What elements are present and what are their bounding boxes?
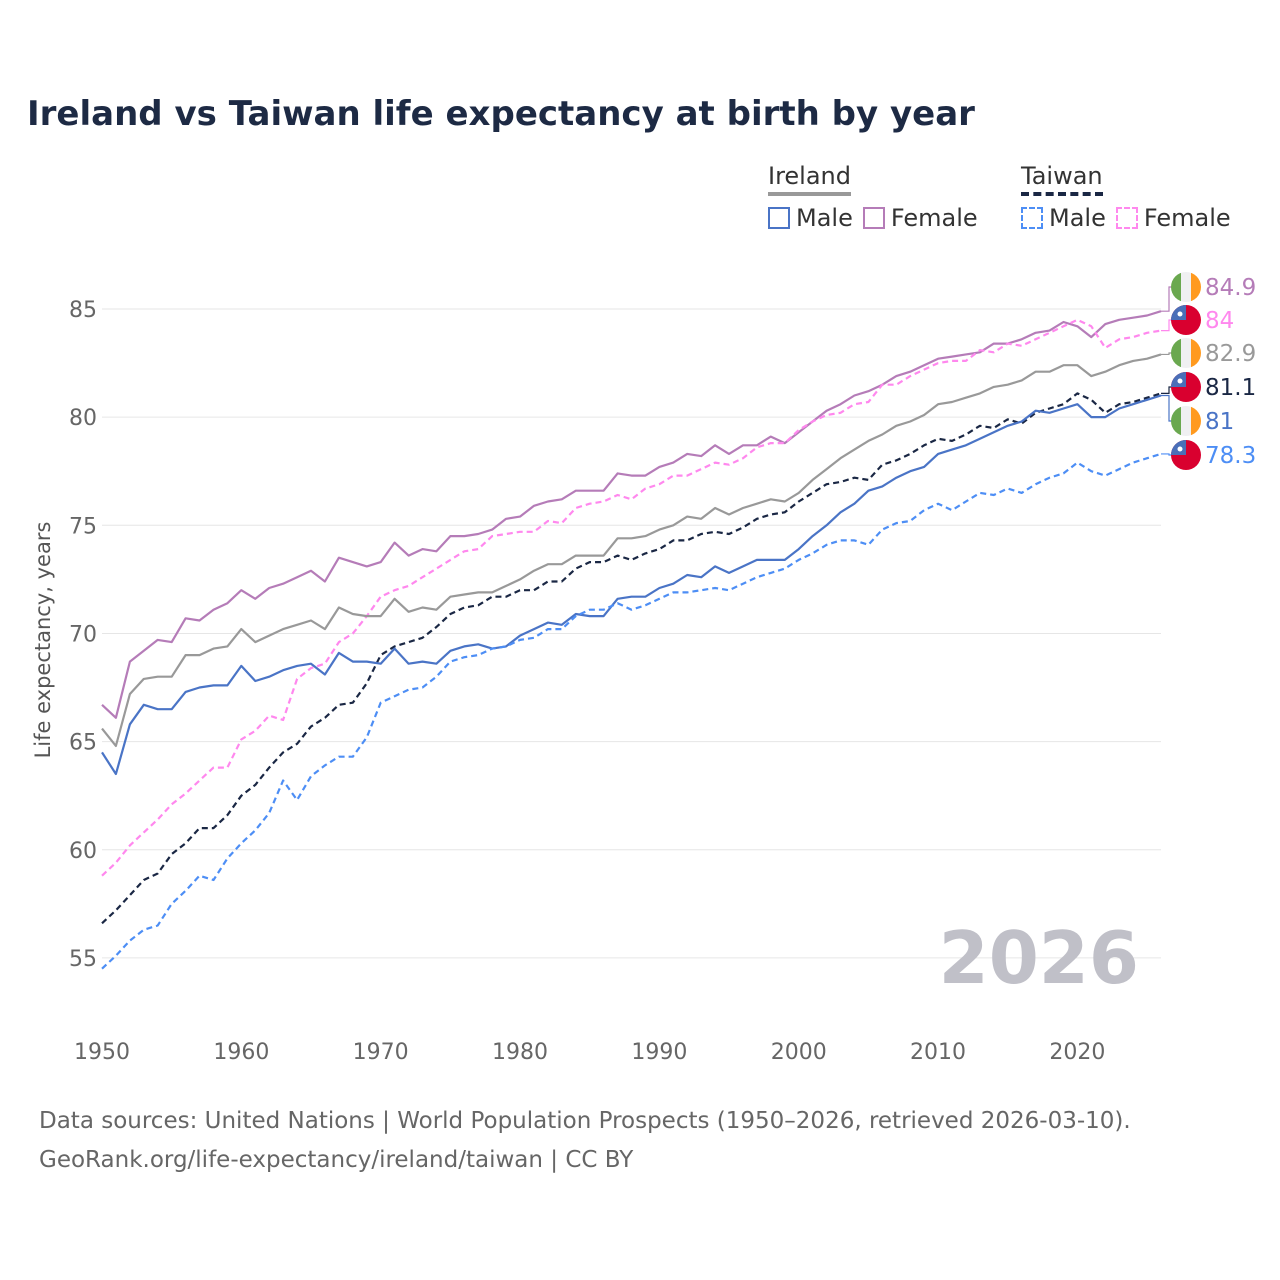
end-value-label: 84.9 xyxy=(1205,275,1256,301)
ireland-flag-icon xyxy=(1171,272,1181,302)
end-value-label: 82.9 xyxy=(1205,341,1256,367)
series-line-ireland-female xyxy=(101,310,1162,719)
end-value-label: 84 xyxy=(1205,308,1234,334)
y-tick-label: 85 xyxy=(69,298,97,323)
ireland-flag-icon xyxy=(1191,406,1201,436)
legend-ireland-male: Male xyxy=(768,204,853,232)
label-connector xyxy=(1161,286,1173,312)
x-tick-label: 2010 xyxy=(910,1040,966,1065)
ireland-flag-icon xyxy=(1181,272,1191,302)
y-tick-label: 55 xyxy=(69,947,97,972)
end-value-label: 81 xyxy=(1205,409,1234,435)
y-axis-label: Life expectancy, years xyxy=(31,522,55,759)
series-line-taiwan-male xyxy=(101,452,1162,970)
series-line-ireland xyxy=(101,353,1162,748)
legend-swatch xyxy=(1115,207,1138,229)
x-tick-label: 1960 xyxy=(213,1040,269,1065)
footer-link[interactable]: GeoRank.org/life-expectancy/ireland/taiw… xyxy=(39,1147,634,1173)
legend-label: Male xyxy=(796,204,853,232)
ireland-flag-icon xyxy=(1181,406,1191,436)
ireland-flag-icon xyxy=(1191,272,1201,302)
legend-swatch xyxy=(1021,207,1043,229)
x-tick-label: 2020 xyxy=(1049,1040,1105,1065)
legend-label: Female xyxy=(890,204,978,232)
x-tick-label: 1970 xyxy=(353,1040,409,1065)
footer-sources: Data sources: United Nations | World Pop… xyxy=(39,1108,1131,1134)
legend-swatch xyxy=(768,207,790,229)
label-connector xyxy=(1161,394,1173,422)
ireland-flag-icon xyxy=(1191,338,1201,368)
legend-group-title: Taiwan xyxy=(1021,162,1103,196)
taiwan-flag-sun-icon xyxy=(1177,446,1183,452)
series-line-ireland-male xyxy=(101,394,1162,776)
legend-swatch xyxy=(862,207,885,229)
ireland-flag-icon xyxy=(1171,406,1181,436)
y-tick-label: 65 xyxy=(69,731,97,756)
end-value-label: 81.1 xyxy=(1205,375,1256,401)
legend-ireland: Ireland Male Female xyxy=(768,162,978,232)
legend-taiwan: Taiwan Male Female xyxy=(1021,162,1231,232)
y-tick-label: 70 xyxy=(69,622,97,647)
legend-taiwan-female: Female xyxy=(1115,204,1231,232)
taiwan-flag-sun-icon xyxy=(1177,378,1183,384)
x-tick-label: 1950 xyxy=(74,1040,130,1065)
legend-taiwan-male: Male xyxy=(1021,204,1106,232)
ireland-flag-icon xyxy=(1171,338,1181,368)
ireland-flag-icon xyxy=(1181,338,1191,368)
legend-group-title: Ireland xyxy=(768,162,852,196)
taiwan-flag-sun-icon xyxy=(1177,311,1183,317)
x-tick-label: 1980 xyxy=(492,1040,548,1065)
y-tick-label: 60 xyxy=(69,839,97,864)
chart-title: Ireland vs Taiwan life expectancy at bir… xyxy=(27,94,975,134)
year-watermark: 2026 xyxy=(939,916,1139,1000)
y-tick-label: 75 xyxy=(69,514,97,539)
legend-label: Female xyxy=(1143,204,1231,232)
y-tick-label: 80 xyxy=(69,406,97,431)
legend-ireland-female: Female xyxy=(862,204,978,232)
x-tick-label: 2000 xyxy=(771,1040,827,1065)
series-line-taiwan xyxy=(101,392,1162,925)
legend-label: Male xyxy=(1049,204,1106,232)
x-tick-label: 1990 xyxy=(631,1040,687,1065)
end-value-label: 78.3 xyxy=(1205,443,1256,469)
